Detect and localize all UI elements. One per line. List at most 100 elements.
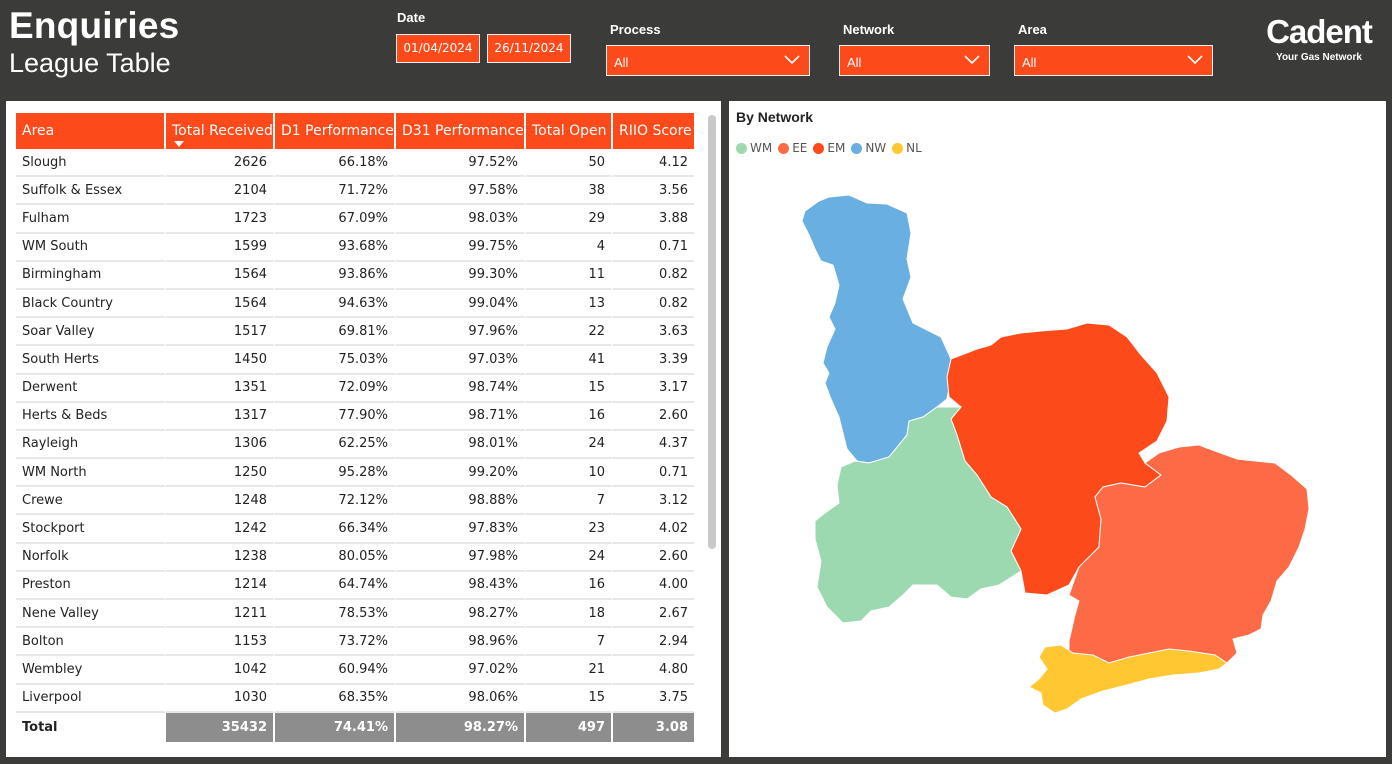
cell-d1-performance: 72.12% <box>275 487 396 516</box>
column-header-total-open[interactable]: Total Open <box>526 113 613 149</box>
table-row[interactable]: South Herts 1450 75.03% 97.03% 41 3.39 <box>16 346 694 375</box>
table-row[interactable]: Bolton 1153 73.72% 98.96% 7 2.94 <box>16 628 694 657</box>
total-riio-score: 3.08 <box>613 712 694 742</box>
cell-area: Liverpool <box>16 684 166 713</box>
area-dropdown[interactable]: All <box>1014 45 1213 76</box>
chevron-down-icon <box>1187 55 1203 65</box>
cell-d1-performance: 78.53% <box>275 600 396 629</box>
table-row[interactable]: Derwent 1351 72.09% 98.74% 15 3.17 <box>16 374 694 403</box>
cell-total-open: 16 <box>526 402 613 431</box>
table-row[interactable]: Soar Valley 1517 69.81% 97.96% 22 3.63 <box>16 318 694 347</box>
cell-riio-score: 0.71 <box>613 459 694 488</box>
cell-area: Wembley <box>16 656 166 685</box>
network-filter-label: Network <box>843 22 895 37</box>
table-row[interactable]: Norfolk 1238 80.05% 97.98% 24 2.60 <box>16 543 694 572</box>
cell-riio-score: 0.82 <box>613 262 694 290</box>
table-row[interactable]: WM North 1250 95.28% 99.20% 10 0.71 <box>16 459 694 488</box>
cell-riio-score: 2.60 <box>613 544 694 572</box>
cell-area: Herts & Beds <box>16 402 166 431</box>
legend-label: NW <box>865 141 887 155</box>
table-row[interactable]: Stockport 1242 66.34% 97.83% 23 4.02 <box>16 515 694 544</box>
column-header-d1-performance[interactable]: D1 Performance <box>275 113 396 149</box>
column-header-area[interactable]: Area <box>16 113 166 149</box>
cell-area: Bolton <box>16 628 166 657</box>
table-total-row: Total 35432 74.41% 98.27% 497 3.08 <box>16 712 694 742</box>
process-dropdown[interactable]: All <box>606 45 810 76</box>
network-dropdown[interactable]: All <box>839 45 990 76</box>
region-ee[interactable] <box>1068 444 1310 670</box>
table-row[interactable]: Black Country 1564 94.63% 99.04% 13 0.82 <box>16 289 694 319</box>
cell-d1-performance: 64.74% <box>275 571 396 600</box>
column-header-riio-score[interactable]: RIIO Score <box>613 113 694 149</box>
cell-d1-performance: 66.34% <box>275 515 396 544</box>
cell-total-open: 29 <box>526 205 613 234</box>
column-header-d31-performance[interactable]: D31 Performance <box>396 113 526 149</box>
cell-area: Soar Valley <box>16 318 166 347</box>
cell-d31-performance: 97.58% <box>396 177 526 206</box>
legend-item-ee[interactable]: EE <box>778 141 807 155</box>
table-row[interactable]: Suffolk & Essex 2104 71.72% 97.58% 38 3.56 <box>16 177 694 206</box>
cell-d1-performance: 68.35% <box>275 684 396 713</box>
legend-item-wm[interactable]: WM <box>736 141 772 155</box>
cell-area: Rayleigh <box>16 430 166 460</box>
chevron-down-icon <box>964 55 980 65</box>
table-row[interactable]: Wembley 1042 60.94% 97.02% 21 4.80 <box>16 656 694 685</box>
cell-riio-score: 4.12 <box>613 149 694 178</box>
cell-total-received: 1564 <box>166 289 275 319</box>
cell-area: Crewe <box>16 487 166 516</box>
map-legend: WM EE EM NW NL <box>736 141 928 155</box>
table-row[interactable]: Birmingham 1564 93.86% 99.30% 11 0.82 <box>16 261 694 290</box>
network-map-panel: By Network WM EE EM NW NL <box>729 101 1386 757</box>
table-row[interactable]: Preston 1214 64.74% 98.43% 16 4.00 <box>16 571 694 600</box>
logo-tagline: Your Gas Network <box>1276 52 1362 63</box>
cell-total-open: 7 <box>526 628 613 657</box>
cell-d1-performance: 66.18% <box>275 149 396 178</box>
cell-d31-performance: 99.30% <box>396 261 526 290</box>
cell-total-open: 15 <box>526 684 613 713</box>
cell-d31-performance: 97.03% <box>396 346 526 375</box>
table-row[interactable]: Fulham 1723 67.09% 98.03% 29 3.88 <box>16 205 694 234</box>
cell-total-open: 23 <box>526 515 613 544</box>
table-row[interactable]: Herts & Beds 1317 77.90% 98.71% 16 2.60 <box>16 402 694 431</box>
table-row[interactable]: Slough 2626 66.18% 97.52% 50 4.12 <box>16 149 694 178</box>
table-row[interactable]: WM South 1599 93.68% 99.75% 4 0.71 <box>16 233 694 262</box>
region-nl[interactable] <box>1028 644 1228 714</box>
table-row[interactable]: Crewe 1248 72.12% 98.88% 7 3.12 <box>16 487 694 516</box>
area-filter-label: Area <box>1018 22 1047 37</box>
cell-total-open: 16 <box>526 571 613 600</box>
cell-d31-performance: 99.75% <box>396 233 526 262</box>
region-wm[interactable] <box>814 406 1022 624</box>
cell-riio-score: 4.80 <box>613 656 694 685</box>
cell-area: WM North <box>16 459 166 488</box>
cell-d31-performance: 97.52% <box>396 149 526 178</box>
process-dropdown-value: All <box>614 55 629 70</box>
column-header-total-received[interactable]: Total Received <box>166 113 275 149</box>
date-to-input[interactable]: 26/11/2024 <box>487 34 571 63</box>
total-d31-performance: 98.27% <box>396 712 526 742</box>
league-table-panel: Area Total Received D1 Performance D31 P… <box>6 101 721 757</box>
legend-label: EM <box>827 141 846 155</box>
table-row[interactable]: Rayleigh 1306 62.25% 98.01% 24 4.37 <box>16 430 694 460</box>
cell-d31-performance: 98.88% <box>396 487 526 516</box>
legend-item-nw[interactable]: NW <box>851 141 886 155</box>
cell-d1-performance: 93.68% <box>275 233 396 262</box>
cell-total-received: 1317 <box>166 402 275 431</box>
table-header-row: Area Total Received D1 Performance D31 P… <box>16 113 694 149</box>
total-d1-performance: 74.41% <box>275 712 396 742</box>
table-row[interactable]: Nene Valley 1211 78.53% 98.27% 18 2.67 <box>16 600 694 629</box>
date-filter-label: Date <box>397 10 426 25</box>
legend-dot-icon <box>778 142 790 154</box>
cell-total-open: 7 <box>526 487 613 516</box>
sort-descending-icon <box>174 141 184 147</box>
cell-area: Stockport <box>16 515 166 544</box>
cell-total-received: 2626 <box>166 149 275 178</box>
page-subtitle: League Table <box>9 48 171 78</box>
table-row[interactable]: Liverpool 1030 68.35% 98.06% 15 3.75 <box>16 684 694 713</box>
legend-item-nl[interactable]: NL <box>892 141 922 155</box>
table-scrollbar[interactable] <box>708 115 716 549</box>
date-from-input[interactable]: 01/04/2024 <box>396 34 480 63</box>
cell-total-open: 10 <box>526 459 613 488</box>
legend-item-em[interactable]: EM <box>813 141 845 155</box>
cell-riio-score: 2.67 <box>613 600 694 629</box>
cell-total-received: 1564 <box>166 261 275 290</box>
